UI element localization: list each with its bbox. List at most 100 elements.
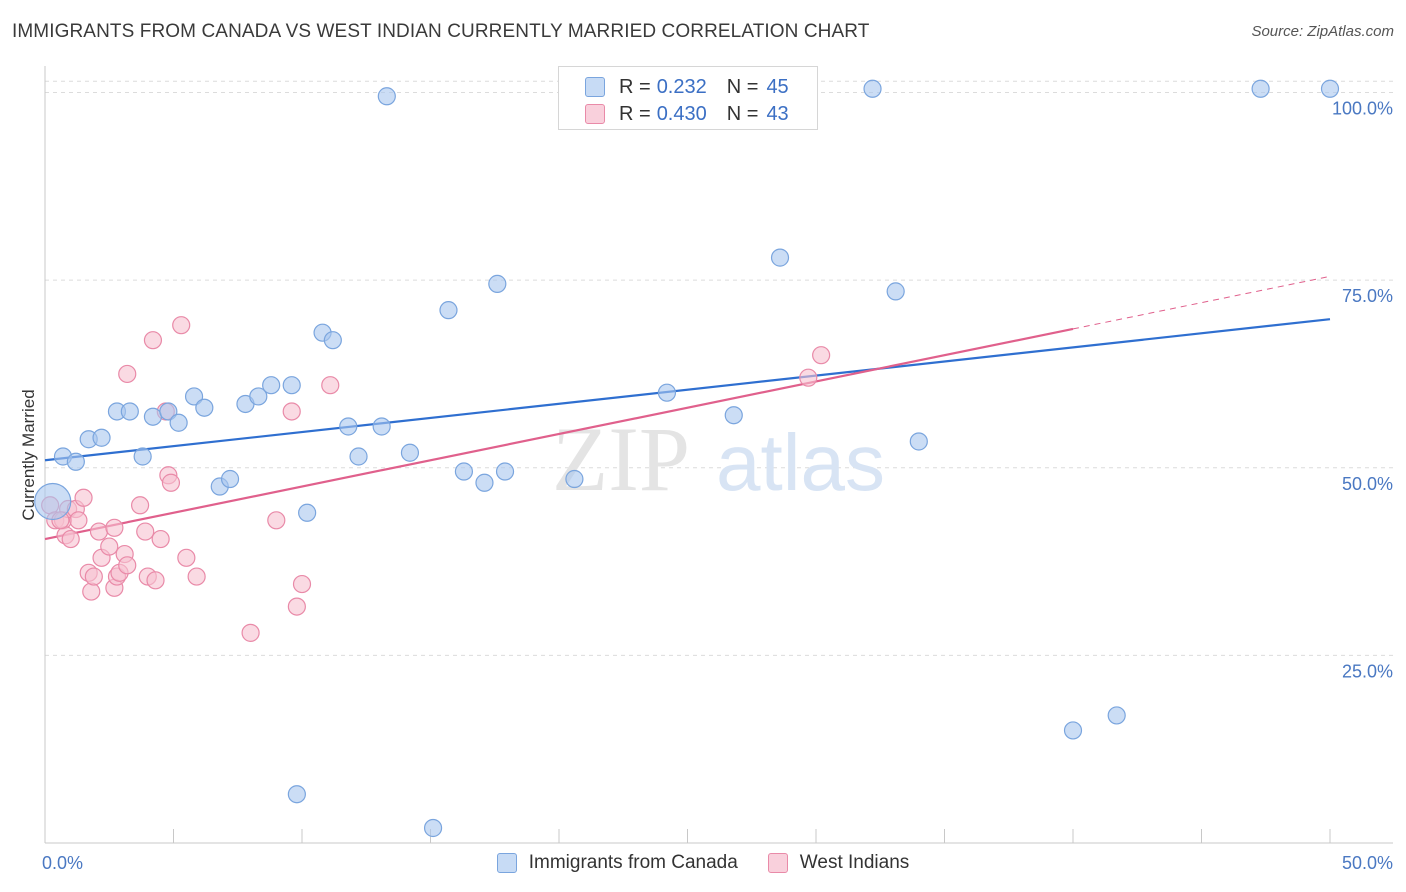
west-indian-point [74, 488, 93, 507]
legend-r-label: R = [619, 102, 651, 125]
canada-point [400, 443, 420, 462]
west-indian-point [292, 574, 312, 594]
canada-point [287, 785, 306, 804]
series-label-canada: Immigrants from Canada [528, 852, 738, 873]
west-indian-point [282, 402, 301, 421]
legend-row-canada: R = 0.232 N = 45 [585, 74, 789, 100]
trend-lines [44, 275, 1331, 541]
west-indian-point [287, 597, 306, 616]
series-legend: Immigrants from Canada West Indians [0, 852, 1406, 874]
west-indian-point [799, 368, 818, 387]
west-indian-trend-line [44, 327, 1074, 541]
canada-point [1063, 721, 1083, 740]
series-label-west-indians: West Indians [799, 852, 910, 873]
west-indian-point [82, 582, 101, 601]
canada-point [120, 402, 139, 421]
west-indian-trend-extension [1072, 275, 1331, 330]
watermark-atlas: atlas [716, 418, 885, 507]
canada-point [133, 447, 152, 466]
canada-point [195, 398, 214, 417]
canada-point [909, 432, 928, 451]
legend-r-value: 0.232 [656, 75, 707, 98]
west-indian-point [143, 331, 163, 350]
canada-point [770, 248, 790, 267]
axes [44, 66, 1393, 844]
data-points [34, 79, 1340, 838]
canada-point [220, 469, 240, 489]
canada-point [724, 406, 743, 425]
west-indian-point [118, 364, 137, 384]
west-indian-point [130, 496, 150, 515]
west-indian-point [267, 511, 286, 530]
west-indian-point [136, 522, 155, 541]
source-label: Source: ZipAtlas.com [1251, 23, 1394, 40]
legend-swatch-west-indians [585, 104, 605, 124]
canada-point [657, 383, 677, 402]
series-swatch-canada [496, 853, 517, 873]
watermark: ZIP atlas [552, 408, 885, 510]
canada-point [249, 387, 268, 406]
west-indian-point [151, 529, 170, 549]
y-axis-label: Currently Married [19, 389, 38, 520]
west-indian-point [172, 316, 191, 335]
canada-point [475, 473, 494, 492]
canada-trend-line [44, 318, 1331, 462]
canada-point [143, 407, 163, 426]
canada-point [886, 282, 905, 301]
west-indian-point [105, 518, 124, 537]
canada-point [92, 428, 111, 447]
y-tick-label: 100.0% [1332, 99, 1393, 119]
legend: R = 0.232 N = 45 R = 0.430 N = 43 [558, 66, 818, 130]
y-tick-label: 25.0% [1342, 661, 1393, 681]
canada-point [495, 462, 515, 481]
west-indian-point [321, 376, 340, 395]
west-indian-point [161, 473, 181, 492]
canada-point [298, 503, 317, 522]
gridlines [45, 80, 1393, 656]
tick-labels: 25.0% 50.0% 75.0% 100.0% 0.0% 50.0% [42, 99, 1393, 873]
west-indian-point [187, 567, 206, 586]
legend-n-label: N = [726, 102, 759, 125]
canada-point [1107, 706, 1126, 725]
canada-point [1251, 79, 1270, 98]
legend-swatch-canada [585, 77, 605, 97]
chart-title: IMMIGRANTS FROM CANADA VS WEST INDIAN CU… [12, 21, 870, 42]
canada-point [423, 818, 443, 838]
canada-point [439, 301, 458, 320]
west-indian-point [177, 548, 196, 567]
series-swatch-west-indians [767, 853, 788, 873]
canada-point [377, 87, 396, 106]
canada-point [349, 447, 368, 466]
west-indian-point [84, 567, 103, 586]
west-indian-point [61, 529, 80, 549]
canada-point [488, 274, 507, 293]
legend-n-value: 45 [766, 75, 789, 98]
legend-r-value: 0.430 [656, 102, 707, 125]
canada-point [339, 417, 358, 436]
west-indian-point [118, 556, 137, 575]
canada-point [323, 331, 342, 350]
west-indian-point [146, 571, 165, 590]
legend-n-label: N = [726, 75, 759, 98]
legend-n-value: 43 [766, 102, 789, 125]
canada-point [159, 402, 178, 421]
west-indian-point [812, 346, 831, 365]
x-tick-label: 0.0% [42, 853, 83, 873]
canada-point [1320, 79, 1340, 98]
west-indian-point [69, 511, 88, 530]
west-indian-point [241, 623, 260, 642]
y-tick-label: 75.0% [1342, 286, 1393, 306]
canada-point [372, 417, 391, 436]
legend-row-west-indians: R = 0.430 N = 43 [585, 101, 789, 127]
canada-point [66, 452, 85, 471]
canada-point [184, 387, 204, 406]
x-tick-label: 50.0% [1342, 853, 1393, 873]
series-legend-item-west-indians: West Indians [767, 852, 910, 874]
canada-point [565, 469, 584, 489]
canada-point [454, 462, 474, 481]
west-indian-point [100, 537, 119, 556]
legend-r-label: R = [619, 75, 651, 98]
watermark-zip: ZIP [552, 408, 690, 510]
canada-point [262, 376, 281, 395]
